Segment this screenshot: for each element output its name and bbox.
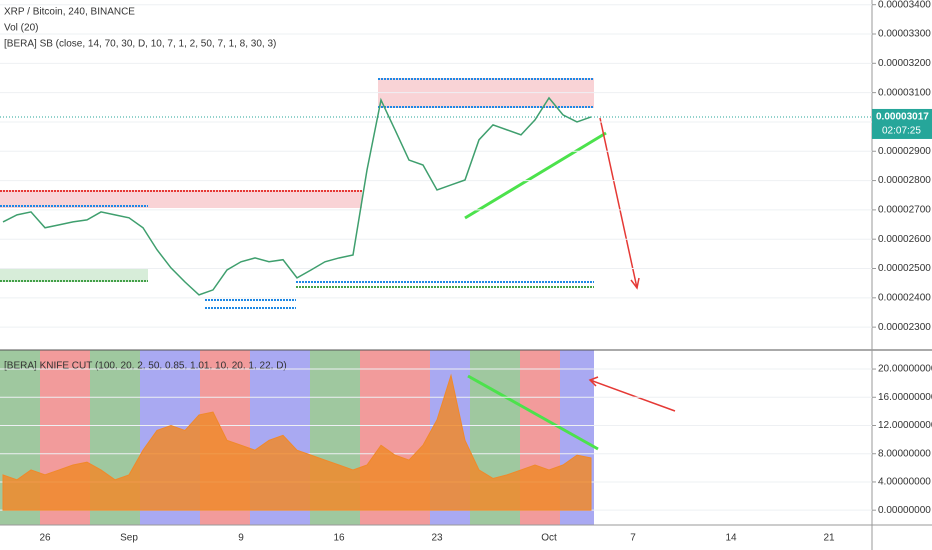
y-tick-label: 16.00000000: [878, 392, 932, 403]
y-tick-label: 8.00000000: [878, 448, 931, 459]
y-tick-label: 12.00000000: [878, 420, 932, 431]
x-tick-label: Sep: [120, 533, 138, 544]
x-tick-label: 16: [333, 533, 345, 544]
y-tick-label: 0.00003100: [878, 87, 931, 98]
y-tick-label: 0.00000000: [878, 505, 931, 516]
y-tick-label: 0.00002600: [878, 234, 931, 245]
oscillator-area: [2, 373, 592, 511]
last-price-label: 0.00003017: [876, 112, 929, 123]
y-tick-label: 0.00003400: [878, 0, 931, 10]
y-tick-label: 0.00002900: [878, 146, 931, 157]
y-tick-label: 0.00002500: [878, 263, 931, 274]
y-tick-label: 0.00002400: [878, 292, 931, 303]
volume-label: Vol (20): [4, 23, 38, 34]
indicator-title: [BERA] KNIFE CUT (100, 20, 2, 50, 0.85, …: [4, 361, 287, 372]
y-tick-label: 0.00002700: [878, 205, 931, 216]
y-tick-label: 4.00000000: [878, 477, 931, 488]
y-tick-label: 0.00002300: [878, 322, 931, 333]
x-tick-label: 14: [725, 533, 737, 544]
price-line: [2, 96, 592, 296]
countdown-label: 02:07:25: [882, 126, 921, 137]
x-tick-label: 23: [431, 533, 443, 544]
last-price-box: [872, 108, 932, 139]
x-tick-label: Oct: [541, 533, 557, 544]
x-tick-label: 7: [630, 533, 636, 544]
chart-title: XRP / Bitcoin, 240, BINANCE: [4, 7, 135, 18]
x-tick-label: 26: [39, 533, 51, 544]
y-tick-label: 0.00003200: [878, 58, 931, 69]
y-tick-label: 0.00002800: [878, 175, 931, 186]
x-tick-label: 9: [238, 533, 244, 544]
annotations: [464, 117, 676, 451]
x-tick-label: 21: [823, 533, 835, 544]
y-tick-label: 20.00000000: [878, 364, 932, 375]
indicator-label: [BERA] SB (close, 14, 70, 30, D, 10, 7, …: [4, 39, 276, 50]
y-tick-label: 0.00003300: [878, 29, 931, 40]
